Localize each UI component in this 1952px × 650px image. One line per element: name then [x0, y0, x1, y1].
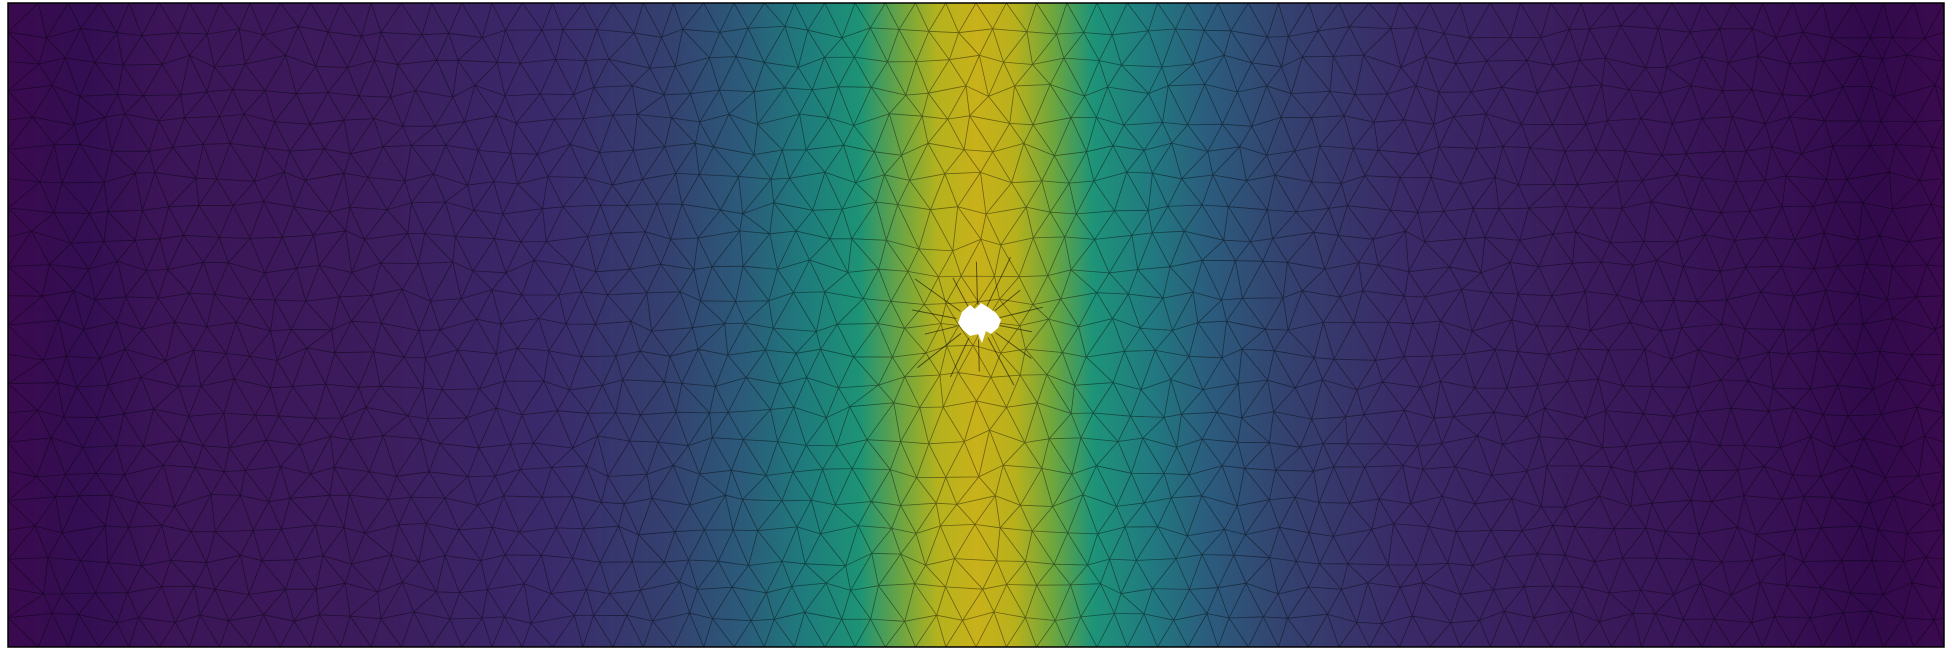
domain-border — [7, 2, 1945, 648]
center-hole — [912, 256, 1044, 386]
hole-cutout — [958, 303, 1001, 343]
hole-spoke-edges — [912, 256, 1044, 386]
